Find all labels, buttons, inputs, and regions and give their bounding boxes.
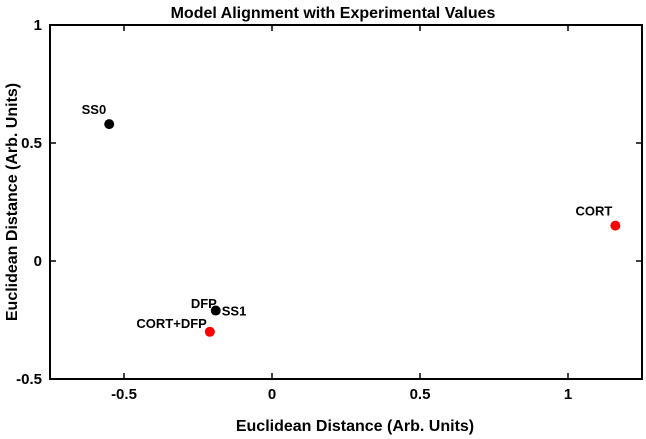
point-label: SS0 bbox=[82, 102, 107, 117]
axis-ticks: -0.5 0 0.5 1 -0.5 0 0.5 1 bbox=[16, 17, 642, 403]
data-points: SS0 SS1 DFP CORT+DFP CORT bbox=[82, 102, 621, 337]
y-tick-label: -0.5 bbox=[16, 371, 42, 388]
point-label: CORT bbox=[576, 204, 613, 219]
x-tick-label: 0 bbox=[268, 386, 276, 403]
y-tick-label: 0.5 bbox=[21, 135, 42, 152]
plot-area bbox=[49, 24, 643, 380]
point-label: SS1 bbox=[222, 304, 247, 319]
y-axis-label: Euclidean Distance (Arb. Units) bbox=[4, 83, 21, 321]
x-tick-label: 1 bbox=[564, 386, 572, 403]
x-tick-label: 0.5 bbox=[410, 386, 431, 403]
y-tick-label: 1 bbox=[34, 17, 42, 34]
data-point bbox=[104, 119, 115, 130]
data-point bbox=[610, 220, 621, 231]
point-label: DFP bbox=[191, 296, 217, 311]
y-tick-label: 0 bbox=[34, 253, 42, 270]
x-tick-label: -0.5 bbox=[111, 386, 137, 403]
chart-title: Model Alignment with Experimental Values bbox=[171, 5, 496, 22]
data-point bbox=[210, 305, 221, 316]
point-label: CORT+DFP bbox=[136, 316, 207, 331]
data-point bbox=[204, 326, 215, 337]
x-axis-label: Euclidean Distance (Arb. Units) bbox=[236, 418, 474, 435]
